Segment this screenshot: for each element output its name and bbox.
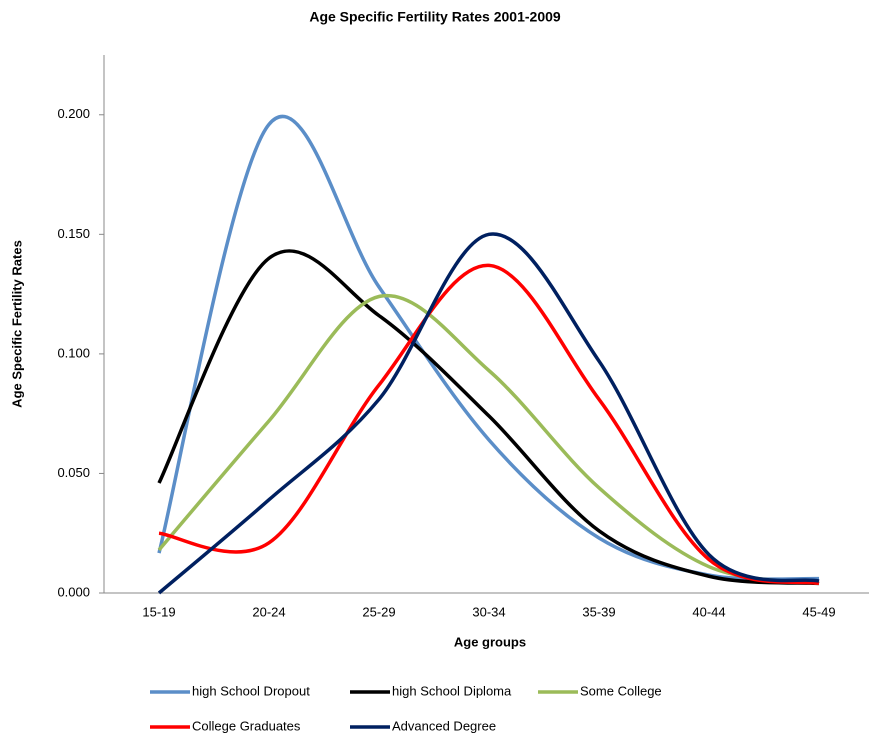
x-tick-label: 25-29 <box>362 604 395 619</box>
series-line <box>157 293 820 586</box>
x-axis-label: Age groups <box>454 634 526 649</box>
series-line <box>157 232 820 595</box>
legend-label: high School Diploma <box>392 683 512 698</box>
x-tick-label: 35-39 <box>582 604 615 619</box>
y-tick-label: 0.200 <box>57 106 90 121</box>
series-line <box>158 263 820 586</box>
y-tick-label: 0.050 <box>57 465 90 480</box>
y-tick-label: 0.000 <box>57 584 90 599</box>
chart-title: Age Specific Fertility Rates 2001-2009 <box>309 9 561 25</box>
legend-label: Advanced Degree <box>392 718 496 733</box>
series-line <box>157 249 820 586</box>
legend-label: high School Dropout <box>192 683 310 698</box>
legend-label: College Graduates <box>192 718 301 733</box>
y-tick-label: 0.150 <box>57 226 90 241</box>
y-axis-label: Age Specific Fertility Rates <box>9 240 24 408</box>
x-tick-label: 30-34 <box>472 604 505 619</box>
x-tick-label: 45-49 <box>802 604 835 619</box>
x-tick-label: 40-44 <box>692 604 725 619</box>
y-tick-label: 0.100 <box>57 345 90 360</box>
x-tick-label: 20-24 <box>252 604 285 619</box>
x-tick-label: 15-19 <box>142 604 175 619</box>
legend-label: Some College <box>580 683 662 698</box>
